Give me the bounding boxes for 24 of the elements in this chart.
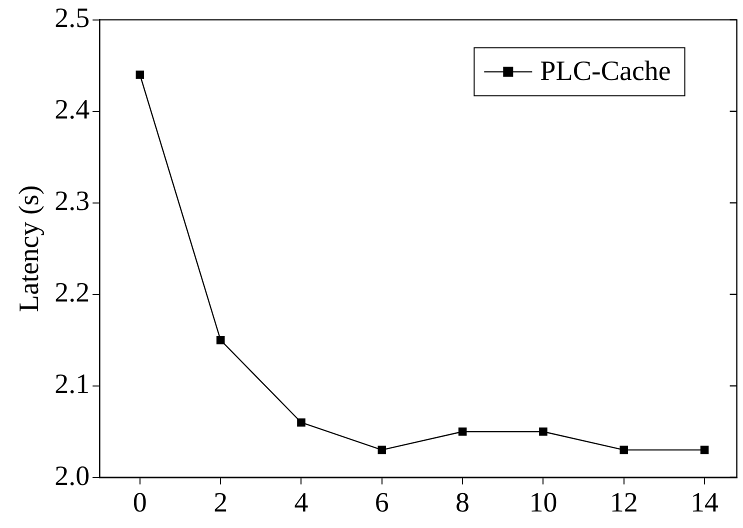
x-tick-label: 2 xyxy=(214,488,228,519)
y-tick-label: 2.0 xyxy=(54,460,90,492)
y-axis-title: Latency (s) xyxy=(14,185,46,312)
point xyxy=(297,418,306,427)
y-tick-label: 2.1 xyxy=(54,369,90,400)
y-tick-label: 2.5 xyxy=(54,3,90,34)
x-tick-label: 0 xyxy=(132,488,147,519)
legend-label: PLC-Cache xyxy=(540,56,671,88)
x-tick-label: 10 xyxy=(529,488,558,519)
x-tick-label: 8 xyxy=(456,488,470,519)
x-tick-label: 12 xyxy=(610,488,638,519)
y-tick-label: 2.2 xyxy=(54,278,90,309)
x-tick-label: 4 xyxy=(294,488,308,519)
y-tick-label: 2.3 xyxy=(54,186,90,218)
point xyxy=(378,446,386,454)
x-tick-label: 14 xyxy=(690,488,719,519)
point xyxy=(539,428,548,436)
point xyxy=(458,428,467,436)
point xyxy=(620,446,628,454)
point xyxy=(136,70,144,79)
x-tick-label: 6 xyxy=(374,488,389,519)
point xyxy=(216,336,225,344)
y-tick-label: 2.4 xyxy=(54,94,90,126)
point xyxy=(700,446,709,454)
